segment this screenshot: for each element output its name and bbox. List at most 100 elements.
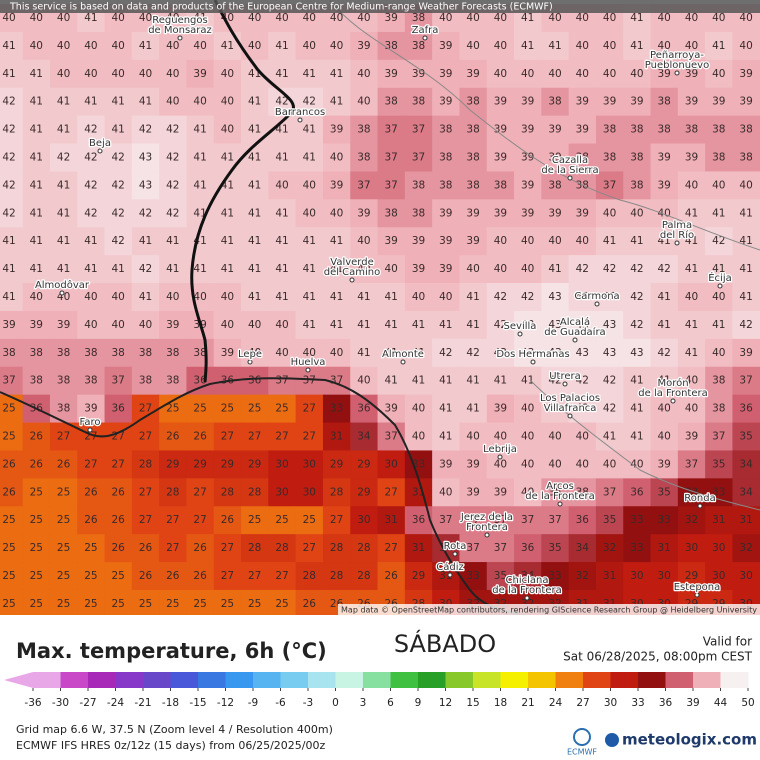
temperature-value: 25 [275, 403, 288, 415]
temperature-cell [432, 115, 461, 145]
temperature-cell [650, 87, 679, 117]
temperature-value: 41 [385, 291, 398, 303]
temperature-value: 27 [248, 570, 261, 582]
place-marker [87, 427, 93, 433]
temperature-value: 36 [739, 403, 753, 415]
place-marker [177, 35, 183, 41]
place-marker [674, 240, 680, 246]
temperature-cell [186, 534, 215, 563]
temperature-value: 38 [712, 124, 725, 136]
temperature-value: 38 [685, 124, 698, 136]
temperature-cell [241, 589, 269, 619]
place-marker [297, 117, 303, 123]
temperature-cell [268, 283, 297, 312]
temperature-value: 42 [739, 319, 752, 331]
temperature-value: 27 [193, 486, 206, 498]
temperature-cell [131, 59, 160, 89]
temperature-value: 42 [166, 207, 179, 219]
temperature-cell [350, 478, 379, 507]
temperature-value: 40 [466, 431, 479, 443]
temperature-value: 34 [521, 570, 535, 582]
temperature-cell [459, 59, 488, 89]
temperature-cell [350, 115, 379, 145]
place-marker [97, 148, 103, 154]
temperature-value: 41 [248, 124, 261, 136]
temperature-value: 41 [412, 319, 425, 331]
temperature-cell [104, 87, 133, 117]
temperature-cell [650, 199, 679, 228]
temperature-value: 42 [712, 235, 725, 247]
place-name: Morón [657, 377, 688, 389]
temperature-value: 36 [521, 542, 535, 554]
temperature-cell [213, 506, 242, 535]
place-marker [694, 592, 700, 598]
temperature-cell [186, 562, 215, 591]
temperature-value: 41 [630, 403, 643, 415]
temperature-value: 25 [112, 598, 125, 610]
temperature-value: 40 [139, 319, 152, 331]
temperature-cell [186, 422, 215, 452]
temperature-value: 34 [739, 486, 753, 498]
temperature-cell [22, 143, 51, 173]
temperature-cell [350, 366, 379, 396]
temperature-value: 27 [303, 542, 316, 554]
temperature-cell [213, 422, 242, 452]
temperature-cell [159, 450, 188, 479]
temperature-cell [322, 506, 351, 535]
temperature-cell [677, 171, 706, 200]
temperature-value: 41 [193, 152, 206, 164]
temperature-cell [595, 31, 624, 61]
temperature-value: 38 [385, 40, 398, 52]
temperature-cell [623, 338, 652, 368]
temperature-value: 42 [166, 179, 179, 191]
temperature-cell [432, 199, 461, 228]
temperature-cell [459, 394, 488, 424]
temperature-value: 39 [494, 403, 507, 415]
temperature-cell [104, 31, 133, 61]
temperature-cell [159, 59, 188, 89]
temperature-value: 40 [548, 431, 561, 443]
temperature-value: 25 [139, 598, 152, 610]
temperature-cell [350, 338, 379, 368]
colorbar-segment [280, 672, 309, 688]
temperature-value: 40 [166, 96, 179, 108]
temperature-cell [295, 59, 324, 89]
temperature-value: 40 [84, 291, 97, 303]
temperature-cell [186, 478, 215, 507]
temperature-value: 25 [57, 486, 70, 498]
temperature-cell [623, 255, 652, 284]
temperature-value: 41 [630, 40, 643, 52]
temperature-value: 34 [739, 458, 753, 470]
temperature-value: 39 [494, 207, 507, 219]
temperature-cell [377, 59, 406, 89]
place-name: Barrancos [275, 107, 325, 118]
temperature-cell [268, 199, 297, 228]
temperature-value: 41 [603, 235, 616, 247]
temperature-cell [104, 450, 133, 479]
temperature-cell [650, 506, 679, 535]
temperature-cell [404, 31, 433, 61]
temperature-value: 25 [30, 542, 43, 554]
temperature-value: 26 [193, 431, 207, 443]
temperature-cell [432, 143, 461, 173]
temperature-cell [241, 506, 269, 535]
temperature-value: 36 [193, 375, 207, 387]
temperature-value: 41 [439, 403, 452, 415]
temperature-cell [650, 31, 679, 61]
temperature-value: 41 [303, 291, 316, 303]
ecmwf-logo [573, 728, 591, 746]
temperature-cell [432, 87, 461, 117]
temperature-value: 40 [221, 319, 234, 331]
temperature-cell [104, 115, 133, 145]
temperature-cell [131, 366, 160, 396]
temperature-cell [486, 283, 515, 312]
colorbar-segment [308, 672, 336, 688]
temperature-cell [623, 283, 652, 312]
temperature-value: 41 [357, 291, 370, 303]
temperature-cell [241, 534, 269, 563]
temperature-cell [541, 478, 570, 507]
temperature-cell [22, 534, 51, 563]
place-name: Cádiz [436, 561, 464, 573]
temperature-value: 42 [548, 375, 561, 387]
temperature-cell [49, 338, 78, 368]
